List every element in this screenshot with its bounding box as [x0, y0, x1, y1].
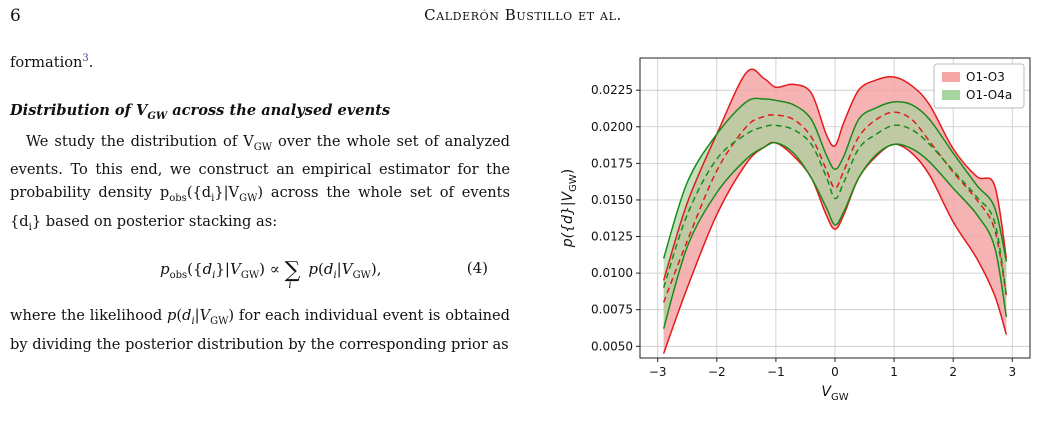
equation-number: (4)	[466, 259, 488, 278]
upper-line-o1-o4a	[662, 97, 1008, 262]
x-tick-label: 3	[1008, 365, 1016, 379]
y-tick-label: 0.0075	[591, 303, 633, 317]
paragraph-stacking: We study the distribution of VGW over th…	[10, 132, 510, 233]
chart-svg: −3 −2 −1 0 1 2 3 0.0050 0.0075 0.0100 0.0125 0.0150…	[560, 57, 1031, 403]
y-tick-label: 0.0125	[591, 230, 633, 244]
legend-label: O1-O3	[966, 70, 1005, 84]
upper-line-o1-o3	[662, 68, 1008, 281]
legend-swatch	[942, 90, 960, 100]
paragraph-likelihood: where the likelihood p(di|VGW) for each …	[10, 307, 511, 353]
running-head: Calderón Bustillo et al.	[424, 6, 622, 24]
footnote-link[interactable]: 3	[82, 53, 89, 64]
lower-line-o1-o4a	[662, 141, 1008, 329]
y-tick-label: 0.0175	[591, 156, 633, 170]
paragraph-fragment: formation3.	[10, 53, 94, 71]
median-line-o1-o3	[662, 111, 1008, 303]
x-tick-label: −1	[767, 365, 785, 379]
y-tick-label: 0.0225	[591, 83, 633, 97]
legend-swatch	[942, 72, 960, 82]
x-tick-label: 1	[890, 365, 898, 379]
y-tick-label: 0.0050	[591, 339, 633, 353]
lower-line-o1-o3	[662, 141, 1008, 354]
y-tick-label: 0.0100	[591, 266, 633, 280]
x-tick-label: −3	[649, 365, 667, 379]
y-tick-label: 0.0200	[591, 120, 633, 134]
page-number: 6	[10, 6, 21, 26]
section-heading: Distribution of VGW across the analysed …	[10, 102, 391, 123]
x-axis-label: VGW	[821, 384, 848, 403]
legend-label: O1-O4a	[966, 88, 1012, 102]
x-tick-label: −2	[708, 365, 726, 379]
equation-body: pobs({di}|VGW) ∝ ∑i p(di|VGW),	[160, 258, 382, 292]
figure-density-plot: −3 −2 −1 0 1 2 3 0.0050 0.0075 0.0100 0.0125 0.0150…	[544, 48, 1040, 408]
text-column: formation3. Distribution of VGW across t…	[10, 48, 510, 356]
x-tick-label: 2	[949, 365, 957, 379]
y-axis-label: p({d}|VGW)	[560, 169, 579, 248]
x-tick-label: 0	[831, 365, 839, 379]
page-header: 6 Calderón Bustillo et al.	[0, 4, 1046, 28]
equation-4: pobs({di}|VGW) ∝ ∑i p(di|VGW), (4)	[10, 251, 510, 295]
y-tick-label: 0.0150	[591, 193, 633, 207]
